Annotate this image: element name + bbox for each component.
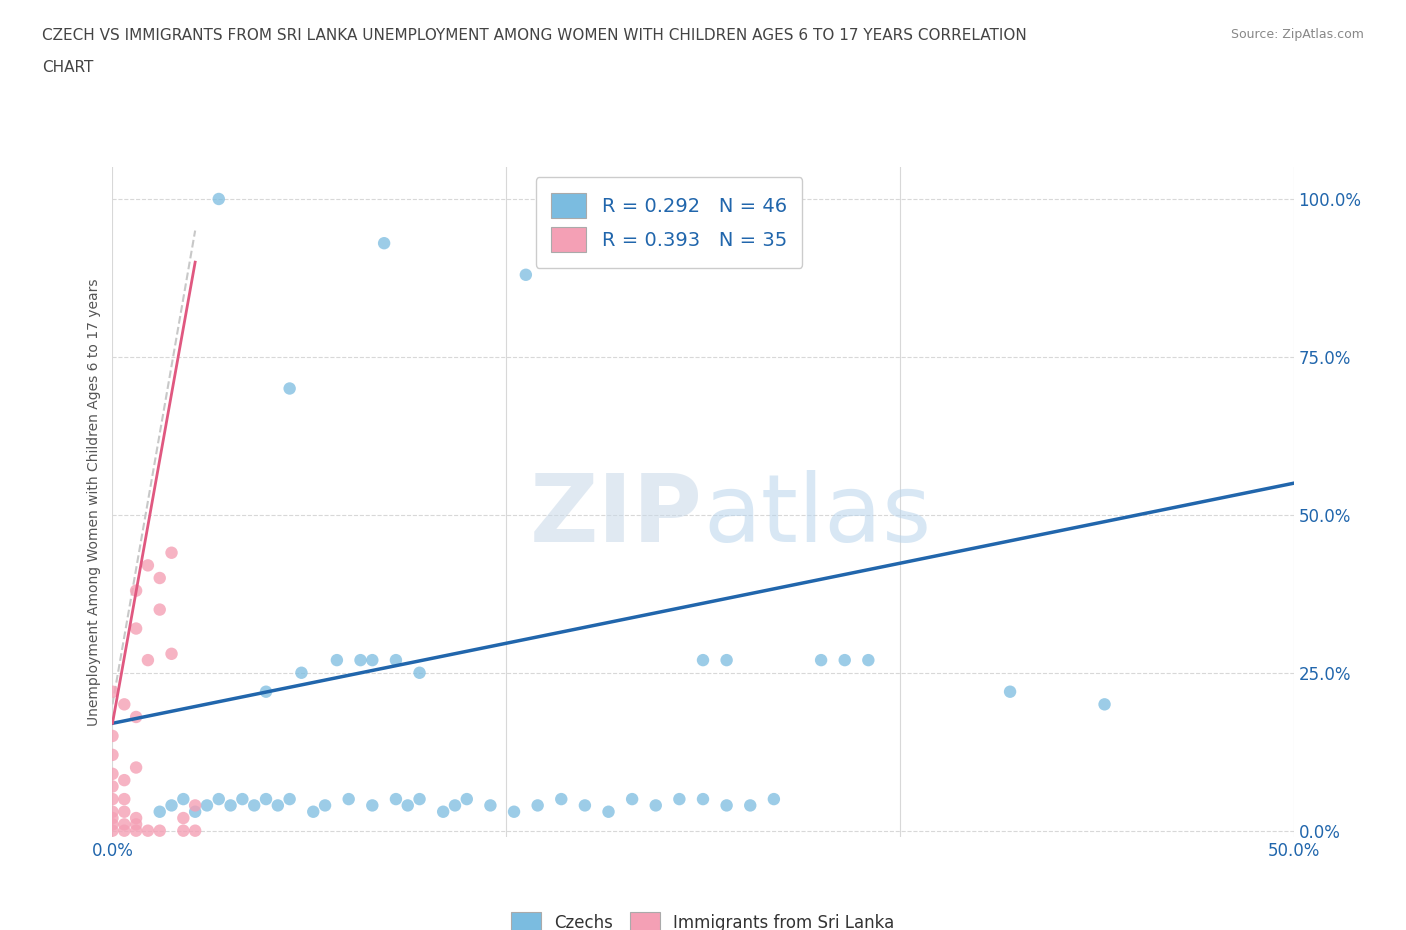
Point: [172, 811, 194, 826]
Point: [432, 804, 454, 819]
Point: [762, 791, 785, 806]
Point: [254, 791, 277, 806]
Point: [125, 621, 148, 636]
Point: [195, 798, 218, 813]
Point: [267, 798, 290, 813]
Point: [172, 791, 194, 806]
Point: [243, 798, 266, 813]
Point: [149, 602, 172, 617]
Point: [149, 804, 172, 819]
Point: [810, 653, 832, 668]
Point: [101, 766, 124, 781]
Point: [231, 791, 253, 806]
Point: [149, 571, 172, 586]
Point: [136, 653, 159, 668]
Point: [598, 804, 620, 819]
Point: [503, 804, 526, 819]
Point: [858, 653, 880, 668]
Point: [361, 798, 384, 813]
Text: CHART: CHART: [42, 60, 94, 75]
Point: [160, 798, 183, 813]
Legend: Czechs, Immigrants from Sri Lanka: Czechs, Immigrants from Sri Lanka: [505, 906, 901, 930]
Point: [172, 823, 194, 838]
Point: [101, 804, 124, 819]
Point: [208, 192, 231, 206]
Point: [526, 798, 548, 813]
Y-axis label: Unemployment Among Women with Children Ages 6 to 17 years: Unemployment Among Women with Children A…: [87, 278, 101, 726]
Point: [112, 697, 135, 711]
Point: [290, 665, 312, 680]
Point: [692, 791, 714, 806]
Point: [101, 748, 124, 763]
Point: [160, 646, 183, 661]
Point: [998, 684, 1021, 699]
Text: ZIP: ZIP: [530, 470, 703, 562]
Point: [184, 798, 207, 813]
Point: [112, 791, 135, 806]
Text: Source: ZipAtlas.com: Source: ZipAtlas.com: [1230, 28, 1364, 41]
Point: [112, 804, 135, 819]
Point: [101, 817, 124, 831]
Text: CZECH VS IMMIGRANTS FROM SRI LANKA UNEMPLOYMENT AMONG WOMEN WITH CHILDREN AGES 6: CZECH VS IMMIGRANTS FROM SRI LANKA UNEMP…: [42, 28, 1026, 43]
Point: [101, 728, 124, 743]
Point: [644, 798, 666, 813]
Point: [278, 381, 301, 396]
Point: [396, 798, 419, 813]
Text: atlas: atlas: [703, 470, 931, 562]
Point: [254, 684, 277, 699]
Point: [208, 791, 231, 806]
Point: [101, 791, 124, 806]
Point: [716, 653, 738, 668]
Point: [716, 798, 738, 813]
Point: [219, 798, 242, 813]
Point: [184, 823, 207, 838]
Point: [136, 558, 159, 573]
Point: [834, 653, 856, 668]
Point: [408, 665, 430, 680]
Point: [101, 811, 124, 826]
Point: [112, 817, 135, 831]
Point: [408, 791, 430, 806]
Point: [136, 823, 159, 838]
Point: [385, 791, 408, 806]
Point: [326, 653, 349, 668]
Point: [278, 791, 301, 806]
Point: [112, 773, 135, 788]
Point: [184, 804, 207, 819]
Point: [125, 817, 148, 831]
Point: [302, 804, 325, 819]
Point: [456, 791, 478, 806]
Point: [385, 653, 408, 668]
Point: [574, 798, 596, 813]
Point: [125, 823, 148, 838]
Point: [550, 791, 572, 806]
Point: [101, 684, 124, 699]
Point: [149, 823, 172, 838]
Point: [125, 583, 148, 598]
Point: [479, 798, 502, 813]
Point: [337, 791, 360, 806]
Point: [125, 760, 148, 775]
Point: [1094, 697, 1116, 711]
Point: [125, 710, 148, 724]
Point: [373, 236, 395, 251]
Point: [444, 798, 467, 813]
Point: [668, 791, 690, 806]
Point: [621, 791, 644, 806]
Point: [101, 823, 124, 838]
Point: [101, 779, 124, 794]
Point: [361, 653, 384, 668]
Point: [112, 823, 135, 838]
Point: [125, 811, 148, 826]
Point: [740, 798, 762, 813]
Point: [160, 545, 183, 560]
Point: [692, 653, 714, 668]
Point: [349, 653, 371, 668]
Point: [314, 798, 336, 813]
Point: [515, 267, 537, 282]
